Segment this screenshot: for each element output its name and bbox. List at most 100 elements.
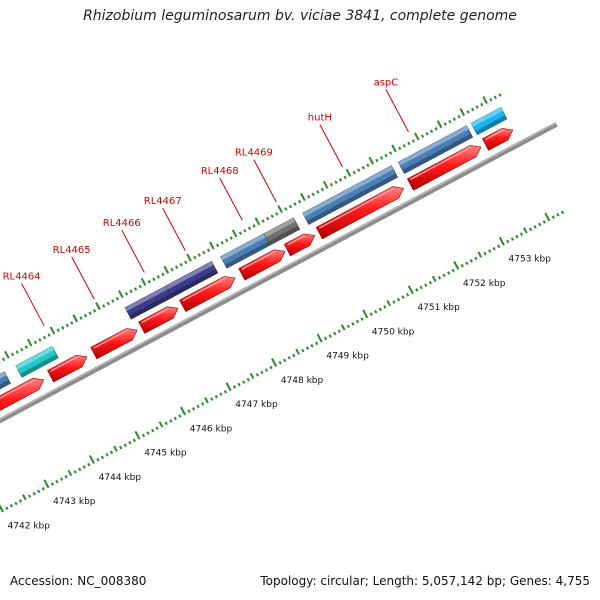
ruler-minor-tick (146, 431, 150, 435)
upper-tick (316, 190, 320, 194)
red-cds-10-highlight (319, 187, 394, 229)
ruler-tick-label: 4753 kbp (509, 255, 552, 265)
ruler-minor-tick (173, 416, 177, 421)
cds-block-rl4467-highlight (166, 261, 214, 290)
upper-tick (352, 170, 356, 175)
ruler-minor-tick (132, 438, 136, 443)
upper-tick (254, 217, 261, 226)
ruler-minor-tick (264, 368, 269, 372)
upper-tick (163, 265, 170, 274)
upper-tick (275, 211, 279, 216)
ruler-minor-tick (22, 494, 27, 501)
ruler-minor-tick (360, 317, 364, 321)
ruler-tick-label: 4752 kbp (463, 279, 506, 289)
upper-tick (231, 229, 238, 238)
upper-tick (414, 132, 420, 141)
ruler-minor-tick (369, 312, 373, 316)
ruler-minor-tick (295, 348, 300, 355)
upper-tick (106, 301, 110, 306)
ruler-minor-tick (105, 453, 109, 457)
upper-tick (72, 314, 78, 323)
upper-tick (220, 241, 224, 245)
ruler-minor-tick (178, 414, 182, 418)
ruler-major-tick (362, 309, 369, 319)
upper-tick (247, 226, 252, 231)
upper-tick (225, 238, 229, 243)
gene-label-leader (219, 177, 243, 221)
red-cds-3-highlight (0, 379, 35, 399)
ruler-minor-tick (191, 407, 196, 411)
upper-tick-row (0, 93, 502, 363)
ruler-minor-tick (110, 450, 114, 455)
ruler-minor-tick (424, 283, 428, 287)
upper-tick (366, 163, 370, 168)
ruler-minor-tick (113, 445, 118, 452)
ruler-minor-tick (32, 491, 36, 496)
cds-block-rl4467-shadow (170, 269, 218, 298)
upper-tick (79, 316, 83, 320)
upper-tick (343, 175, 347, 180)
upper-tick (379, 156, 384, 160)
ruler-minor-tick (96, 457, 100, 462)
ruler-minor-tick (287, 356, 291, 360)
red-cds-11 (406, 145, 482, 191)
ruler-minor-tick (14, 501, 18, 506)
upper-tick (357, 168, 361, 172)
red-cds-10 (315, 186, 404, 240)
upper-tick (320, 187, 324, 192)
upper-tick (111, 299, 115, 303)
ruler-minor-tick (41, 487, 45, 491)
upper-tick (42, 335, 47, 340)
ruler-minor-tick (242, 380, 246, 384)
upper-tick (338, 178, 343, 182)
cds-block-rl4468-highlight (220, 233, 266, 261)
upper-tick (277, 205, 283, 214)
cds-block-rl4469-highlight (264, 217, 296, 238)
cds-block-huth-shadow (306, 173, 398, 225)
upper-tick (261, 219, 265, 223)
upper-tick (124, 292, 129, 296)
upper-tick (436, 120, 443, 129)
ruler-minor-tick (255, 373, 259, 377)
cds-block-aspc-highlight (398, 125, 469, 166)
ruler-minor-tick (538, 222, 542, 227)
ruler-minor-tick (447, 271, 451, 275)
gene-label-rl4465: RL4465 (53, 245, 91, 256)
ruler-minor-tick (477, 251, 483, 258)
upper-tick (156, 275, 160, 279)
ruler-minor-tick (556, 212, 560, 217)
red-cds-7-highlight (182, 277, 226, 302)
ruler-minor-tick (155, 426, 159, 430)
upper-tick (293, 202, 297, 206)
ruler-minor-tick (431, 275, 437, 283)
ruler-minor-tick (488, 249, 492, 253)
ruler-minor-tick (465, 261, 469, 266)
gene-labels: RL4463RL4464RL4465RL4466RL4467RL4468RL44… (3, 77, 409, 327)
ruler-minor-tick (533, 225, 537, 229)
cds-block-skyblue-right-shadow (475, 115, 507, 135)
ruler-tick-label: 4749 kbp (326, 352, 369, 362)
ruler-minor-tick (506, 239, 510, 244)
upper-tick (311, 192, 315, 197)
ruler-major-tick (43, 479, 50, 489)
red-cds-12 (481, 128, 514, 151)
ruler-minor-tick (469, 259, 473, 263)
upper-tick (391, 144, 397, 153)
upper-tick (161, 272, 165, 277)
ruler-tick-label: 4743 kbp (53, 497, 96, 507)
ruler-minor-tick (210, 397, 214, 401)
upper-tick (209, 241, 215, 250)
upper-tick (138, 284, 142, 289)
ruler-minor-tick (260, 370, 264, 375)
cds-block-rl4468-shadow (224, 241, 271, 269)
gene-label-leader (71, 256, 95, 300)
upper-tick (266, 216, 270, 221)
ruler-minor-tick (337, 329, 341, 333)
ruler-minor-tick (497, 244, 501, 249)
upper-tick (297, 199, 302, 204)
upper-tick (202, 250, 206, 255)
ruler-tick-label: 4745 kbp (144, 449, 187, 459)
ruler-minor-tick (87, 462, 91, 467)
upper-tick (70, 321, 74, 325)
ruler-minor-tick (187, 409, 191, 414)
